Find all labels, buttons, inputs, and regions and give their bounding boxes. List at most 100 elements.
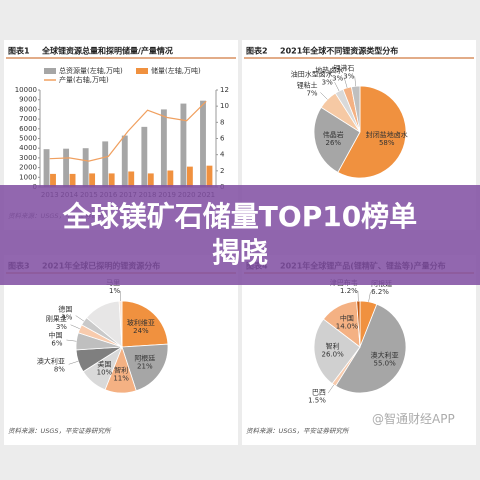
slice-label: 中国 (340, 314, 354, 323)
bar (108, 173, 115, 187)
slice-value: 6.2% (371, 288, 389, 296)
pie-slice (121, 343, 169, 392)
slice-value: 3% (343, 72, 354, 80)
leader (75, 315, 85, 322)
bar (102, 141, 109, 187)
leader (368, 291, 371, 302)
banner: 全球镁矿石储量TOP10榜单揭晓 (0, 185, 480, 285)
y2-tick-label: 6 (220, 135, 225, 143)
slice-label: 巴西 (312, 388, 326, 396)
bar (128, 171, 135, 187)
slice-label: 油田水型卤水 (291, 70, 333, 79)
y2-tick-label: 10 (220, 102, 229, 110)
pie-slice (121, 300, 169, 348)
bar (141, 126, 148, 187)
slice-label: 封闭盐地卤水 (366, 130, 408, 139)
leader (66, 339, 77, 342)
slice-label: 德国 (58, 304, 72, 313)
y-tick-label: 5000 (19, 135, 37, 143)
leader (354, 76, 356, 87)
slice-value: 8% (54, 366, 65, 374)
bar (69, 173, 76, 187)
leader (70, 324, 80, 329)
slice-label: 伟晶岩 (323, 130, 344, 139)
slice-label: 澳大利亚 (371, 350, 399, 359)
leader (344, 78, 348, 88)
slice-label: 地热卤水 (315, 65, 343, 74)
slice-value: 14.0% (336, 323, 359, 331)
y-tick-label: 7000 (19, 115, 37, 123)
pie-slice (313, 318, 361, 385)
slice-value: 3% (332, 74, 343, 82)
pie-slice (337, 85, 407, 179)
slice-value: 10% (97, 368, 113, 376)
y-tick-label: 1000 (19, 173, 37, 181)
legend-label: 储量(左轴,万吨) (151, 66, 201, 75)
banner-text: 全球镁矿石储量TOP10榜单揭晓 (62, 200, 418, 269)
legend-label: 总资源量(左轴,万吨) (59, 66, 123, 75)
y-tick-label: 9000 (19, 96, 37, 104)
slice-value: 21% (137, 363, 153, 371)
y-tick-label: 8000 (19, 105, 37, 113)
y-tick-label: 2000 (19, 164, 37, 172)
slice-value: 11% (113, 375, 129, 383)
slice-label: 阿根廷 (134, 354, 155, 363)
leader (334, 81, 340, 92)
leader (68, 360, 79, 365)
bar (160, 109, 167, 187)
pie-slice (335, 303, 407, 394)
slice-value: 26.0% (322, 351, 345, 359)
chart-title: 2021年全球不同锂资源类型分布 (280, 46, 398, 56)
legend-swatch (136, 68, 148, 74)
slice-label: 智利 (114, 366, 128, 375)
slice-value: 3% (56, 323, 67, 331)
chart-title: 全球锂资源总量和探明储量/产量情况 (41, 46, 173, 56)
source: 资料来源：USGS，平安证券研究所 (8, 427, 112, 435)
y-tick-label: 3000 (19, 154, 37, 162)
slice-value: 1.5% (308, 396, 326, 404)
line (49, 100, 207, 162)
slice-label: 美国 (97, 359, 111, 368)
slice-label: 智利 (326, 342, 340, 351)
slice-label: 中国 (48, 330, 62, 339)
y-tick-label: 4000 (19, 144, 37, 152)
leader (320, 92, 328, 100)
slice-value: 1.2% (340, 287, 358, 295)
legend-label: 产量(右轴,万吨) (59, 75, 109, 84)
figure-label: 图表2 (246, 46, 268, 56)
slice-value: 24% (133, 327, 149, 335)
y2-tick-label: 2 (220, 167, 224, 175)
bar (63, 148, 70, 187)
y-tick-label: 10000 (15, 86, 37, 94)
bar (186, 166, 193, 187)
y2-tick-label: 4 (220, 151, 225, 159)
slice-label: 刚果金 (46, 314, 67, 323)
slice-label: 锂沸石 (333, 63, 354, 72)
bar (82, 148, 89, 187)
slice-value: 26% (325, 139, 341, 147)
slice-value: 3% (322, 79, 333, 87)
bar (50, 173, 56, 187)
slice-value: 55.0% (374, 359, 397, 367)
slice-label: 澳大利亚 (37, 357, 65, 366)
slice-label: 锂粘土 (297, 81, 318, 90)
bar (206, 165, 213, 187)
source: 资料来源：USGS，平安证券研究所 (246, 427, 350, 435)
slice-value: 58% (379, 139, 395, 147)
y2-tick-label: 12 (220, 86, 229, 94)
legend-swatch (44, 68, 56, 74)
slice-value: 3% (61, 313, 72, 321)
bar (167, 170, 174, 187)
y-tick-label: 6000 (19, 125, 37, 133)
watermark: @智通财经APP (372, 412, 455, 426)
slice-label: 玻利维亚 (127, 318, 155, 327)
bar (147, 173, 154, 187)
bar (121, 135, 128, 187)
bar (200, 100, 206, 187)
figure-label: 图表1 (8, 46, 30, 56)
slice-value: 1% (109, 287, 120, 295)
y2-tick-label: 8 (220, 118, 224, 126)
slice-value: 6% (51, 339, 62, 347)
leader (327, 384, 335, 394)
